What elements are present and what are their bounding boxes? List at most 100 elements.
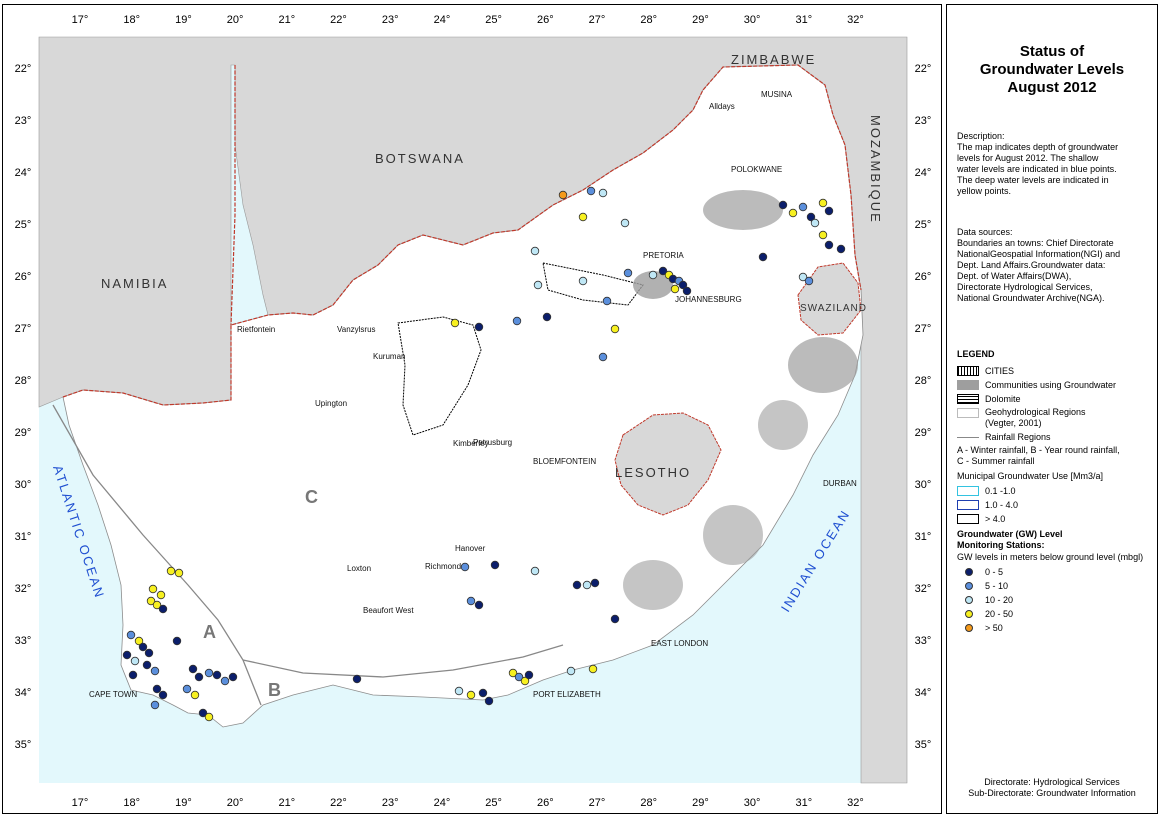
gw-heading-line: Monitoring Stations: bbox=[957, 540, 1045, 550]
gw-class-dot bbox=[965, 582, 973, 590]
town-alldays: Alldays bbox=[709, 102, 735, 111]
legend-heading: LEGEND bbox=[957, 349, 995, 359]
lon-tick-bottom: 23° bbox=[382, 797, 399, 809]
use-class-label: 0.1 -1.0 bbox=[985, 486, 1016, 496]
use-class-row: > 4.0 bbox=[957, 513, 1153, 527]
station-marker bbox=[530, 566, 540, 576]
station-marker bbox=[582, 580, 592, 590]
legend-communities: Communities using Groundwater bbox=[957, 379, 1153, 393]
station-marker bbox=[530, 246, 540, 256]
station-marker bbox=[142, 660, 152, 670]
station-marker bbox=[454, 686, 464, 696]
namibia-botswana-border bbox=[230, 65, 236, 326]
lon-tick-bottom: 22° bbox=[330, 797, 347, 809]
gw-heading-line: Groundwater (GW) Level bbox=[957, 529, 1063, 539]
lat-tick-right: 35° bbox=[915, 739, 932, 751]
lat-tick-right: 31° bbox=[915, 531, 932, 543]
region-c: C bbox=[305, 487, 318, 507]
description-line: yellow points. bbox=[957, 186, 1012, 196]
lon-tick-top: 17° bbox=[72, 14, 89, 26]
label-lesotho: LESOTHO bbox=[615, 465, 691, 480]
station-marker bbox=[798, 202, 808, 212]
station-marker bbox=[150, 700, 160, 710]
lon-tick-top: 30° bbox=[744, 14, 761, 26]
gw-class-dot bbox=[965, 568, 973, 576]
lat-tick-left: 32° bbox=[15, 583, 32, 595]
station-marker bbox=[212, 670, 222, 680]
town-riettfontein: Rietfontein bbox=[237, 325, 275, 334]
gw-class-dot bbox=[965, 596, 973, 604]
station-marker bbox=[524, 670, 534, 680]
swaziland-shape bbox=[797, 262, 862, 336]
town-durban: DURBAN bbox=[823, 479, 857, 488]
lat-tick-left: 22° bbox=[15, 63, 32, 75]
station-marker bbox=[204, 668, 214, 678]
title-line-3: August 2012 bbox=[1007, 79, 1097, 96]
town-east-london: EAST LONDON bbox=[651, 639, 708, 648]
station-marker bbox=[166, 566, 176, 576]
station-marker bbox=[450, 318, 460, 328]
footer-line: Directorate: Hydrological Services bbox=[984, 777, 1120, 787]
town-pretoria: PRETORIA bbox=[643, 251, 684, 260]
station-marker bbox=[824, 240, 834, 250]
station-marker bbox=[818, 198, 828, 208]
sources-line: National Groundwater Archive(NGA). bbox=[957, 293, 1105, 303]
lat-tick-right: 33° bbox=[915, 635, 932, 647]
gw-heading: Groundwater (GW) Level Monitoring Statio… bbox=[957, 529, 1153, 551]
station-marker bbox=[512, 316, 522, 326]
lat-tick-right: 34° bbox=[915, 687, 932, 699]
legend-cities: CITIES bbox=[957, 365, 1153, 379]
legend-rainfall: Rainfall Regions bbox=[957, 431, 1153, 445]
town-johannesburg: JOHANNESBURG bbox=[675, 295, 742, 304]
station-marker bbox=[158, 604, 168, 614]
map-title: Status of Groundwater Levels August 2012 bbox=[947, 43, 1157, 97]
lon-tick-top: 26° bbox=[537, 14, 554, 26]
lon-tick-top: 23° bbox=[382, 14, 399, 26]
station-marker bbox=[466, 596, 476, 606]
station-marker bbox=[174, 568, 184, 578]
communities-label: Communities using Groundwater bbox=[985, 380, 1117, 390]
station-marker bbox=[134, 636, 144, 646]
use-class-swatch bbox=[957, 500, 979, 510]
station-marker bbox=[514, 672, 524, 682]
station-marker bbox=[810, 218, 820, 228]
station-marker bbox=[598, 352, 608, 362]
station-marker bbox=[824, 206, 834, 216]
lat-tick-right: 27° bbox=[915, 323, 932, 335]
town-richmond: Richmond bbox=[425, 562, 461, 571]
lon-tick-top: 32° bbox=[847, 14, 864, 26]
station-marker bbox=[778, 200, 788, 210]
station-marker bbox=[158, 690, 168, 700]
description-line: The deep water levels are indicated in bbox=[957, 175, 1109, 185]
lon-tick-top: 19° bbox=[175, 14, 192, 26]
station-marker bbox=[682, 286, 692, 296]
station-marker bbox=[623, 268, 633, 278]
lat-tick-right: 30° bbox=[915, 479, 932, 491]
lat-tick-right: 26° bbox=[915, 271, 932, 283]
lon-tick-bottom: 31° bbox=[795, 797, 812, 809]
lat-tick-left: 30° bbox=[15, 479, 32, 491]
title-line-1: Status of bbox=[1019, 43, 1085, 60]
station-marker bbox=[466, 690, 476, 700]
label-zimbabwe: ZIMBABWE bbox=[731, 52, 816, 67]
town-petrusburg: Petrusburg bbox=[473, 438, 512, 447]
region-a: A bbox=[203, 622, 216, 642]
use-class-label: 1.0 - 4.0 bbox=[985, 500, 1019, 510]
rainfall-label: Rainfall Regions bbox=[985, 432, 1051, 442]
station-marker bbox=[542, 312, 552, 322]
lat-tick-right: 25° bbox=[915, 219, 932, 231]
cities-label: CITIES bbox=[985, 366, 1015, 376]
label-botswana: BOTSWANA bbox=[375, 151, 465, 166]
town-musina: MUSINA bbox=[761, 90, 793, 99]
gw-class-row: 0 - 5 bbox=[957, 566, 1153, 580]
rainfall-desc-line: A - Winter rainfall, B - Year round rain… bbox=[957, 445, 1120, 455]
sources-line: Boundaries an towns: Chief Directorate bbox=[957, 238, 1114, 248]
gw-class-label: 0 - 5 bbox=[985, 567, 1004, 577]
station-marker bbox=[788, 208, 798, 218]
town-upington: Upington bbox=[315, 399, 347, 408]
station-marker bbox=[804, 276, 814, 286]
station-marker bbox=[806, 212, 816, 222]
town-cape-town: CAPE TOWN bbox=[89, 690, 137, 699]
station-marker bbox=[460, 562, 470, 572]
gw-class-dot bbox=[965, 624, 973, 632]
